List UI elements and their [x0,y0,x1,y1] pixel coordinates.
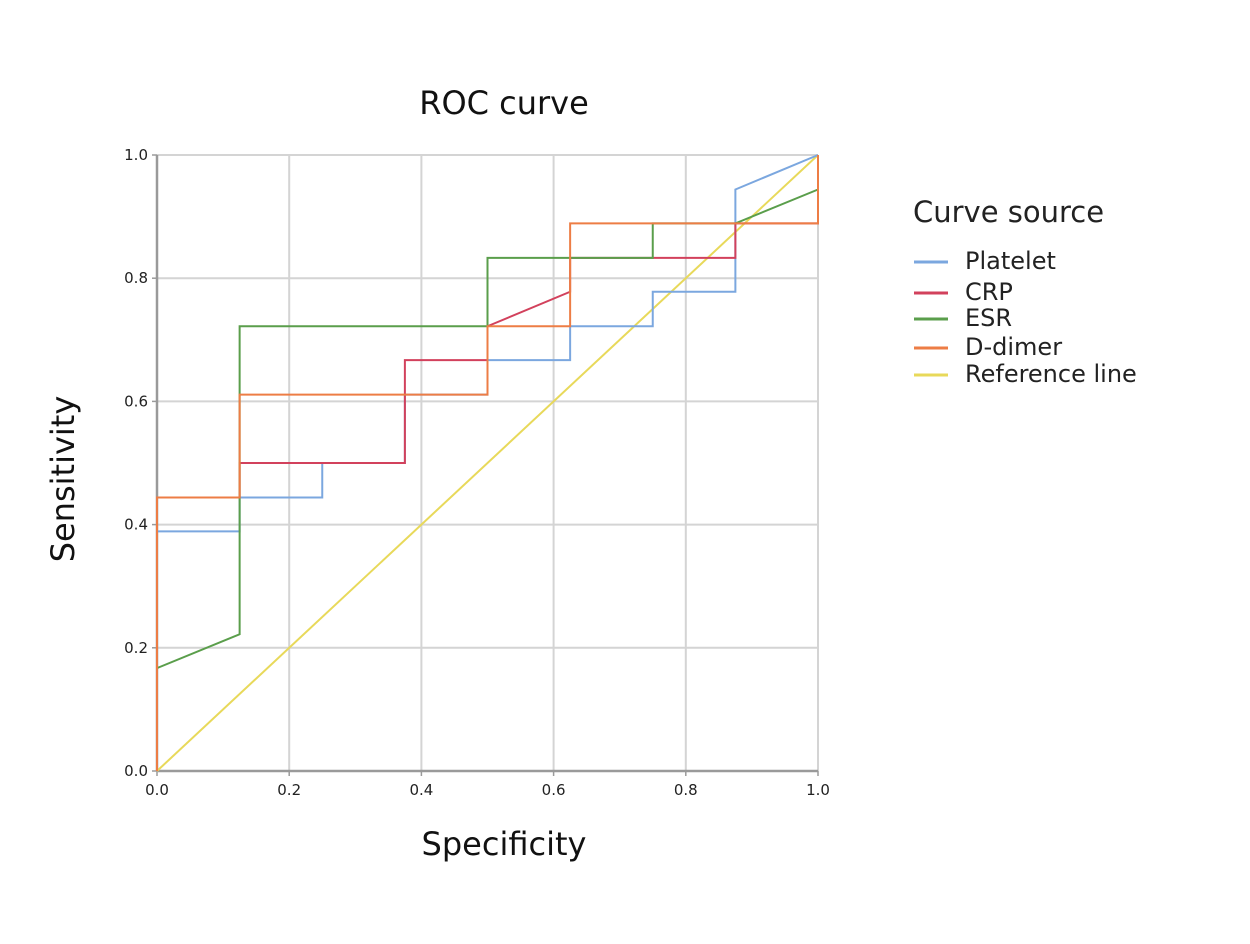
legend-label-d-dimer: D-dimer [965,333,1062,361]
x-tick-label: 0.4 [409,781,433,799]
roc-series [156,154,819,772]
x-tick-label: 0.6 [542,781,566,799]
x-tick-label: 0.0 [145,781,169,799]
tick-labels: 0.0 0.2 0.4 0.6 0.8 1.0 0.0 0.2 0.4 0.6 0.8 1.0 [124,146,830,799]
legend-label-reference-line: Reference line [965,360,1137,388]
chart-title: ROC curve [419,84,589,122]
y-tick-label: 0.2 [124,639,148,657]
series-line-esr [156,155,819,771]
x-axis-label: Specificity [422,825,587,863]
y-tick-label: 0.4 [124,516,148,534]
x-tick-label: 0.8 [674,781,698,799]
legend-label-crp: CRP [965,278,1013,306]
y-tick-label: 0.0 [124,762,148,780]
x-tick-label: 1.0 [806,781,830,799]
legend: Curve source Platelet CRPESRD-dimerRefere… [913,195,1137,388]
series-line-d-dimer [156,155,819,771]
legend-title: Curve source [913,195,1104,229]
y-tick-label: 1.0 [124,146,148,164]
y-tick-label: 0.6 [124,392,148,410]
y-axis-label: Sensitivity [44,396,82,563]
x-tick-label: 0.2 [277,781,301,799]
legend-label-platelet: Platelet [965,247,1056,275]
legend-label-esr: ESR [965,304,1012,332]
y-tick-label: 0.8 [124,269,148,287]
